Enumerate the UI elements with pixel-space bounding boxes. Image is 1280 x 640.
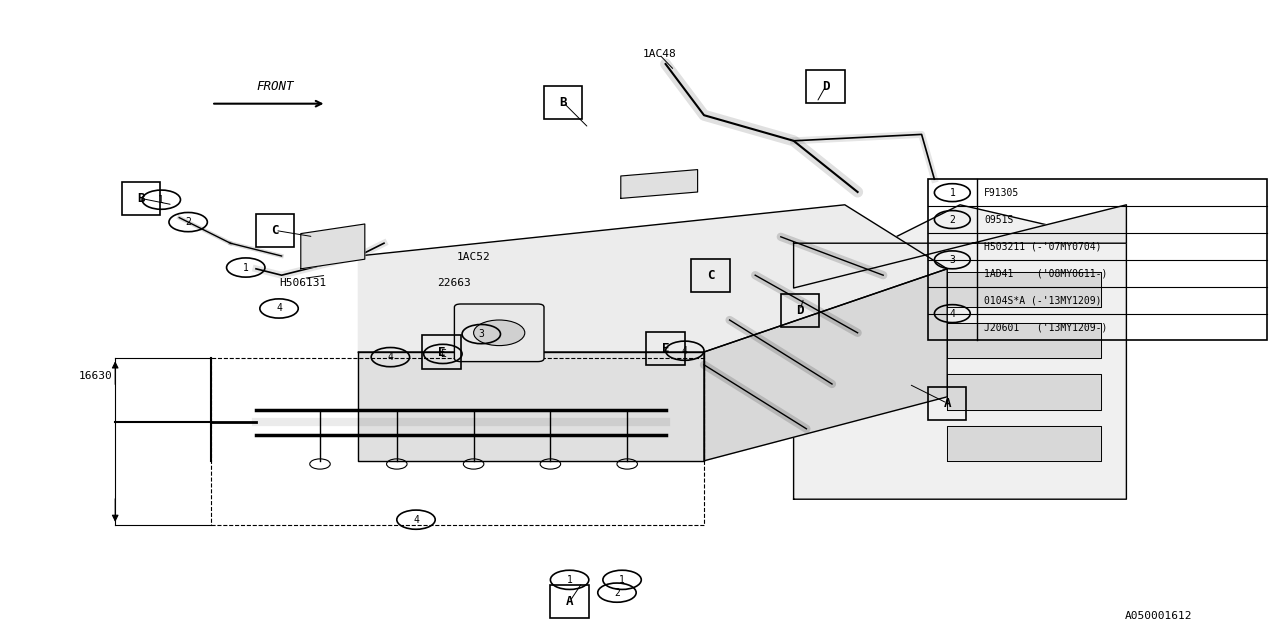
- Text: 1AD41    ('08MY0611-): 1AD41 ('08MY0611-): [984, 268, 1107, 278]
- Polygon shape: [947, 272, 1101, 307]
- Bar: [691, 259, 730, 292]
- Text: 4: 4: [413, 515, 419, 525]
- Text: A: A: [943, 397, 951, 410]
- Circle shape: [474, 320, 525, 346]
- Text: 1: 1: [159, 195, 164, 205]
- Text: 4: 4: [682, 346, 687, 356]
- Polygon shape: [704, 269, 947, 461]
- Text: 1AC52: 1AC52: [457, 252, 490, 262]
- Polygon shape: [794, 205, 1126, 288]
- Text: 0104S*A (-'13MY1209): 0104S*A (-'13MY1209): [984, 295, 1102, 305]
- Text: 4: 4: [276, 303, 282, 314]
- Bar: [781, 294, 819, 327]
- Text: 1AC48: 1AC48: [643, 49, 676, 60]
- Text: A: A: [566, 595, 573, 608]
- Text: B: B: [137, 192, 145, 205]
- Polygon shape: [358, 205, 947, 352]
- Text: 1: 1: [243, 262, 248, 273]
- Bar: [422, 335, 461, 369]
- Text: H503211 (-'07MY0704): H503211 (-'07MY0704): [984, 241, 1102, 252]
- Polygon shape: [358, 352, 704, 461]
- Text: 4: 4: [388, 352, 393, 362]
- Text: 16630: 16630: [79, 371, 113, 381]
- Text: 1: 1: [950, 188, 955, 198]
- Text: D: D: [796, 304, 804, 317]
- Text: A050001612: A050001612: [1125, 611, 1192, 621]
- Text: H506131: H506131: [280, 278, 326, 288]
- Text: E: E: [440, 349, 445, 359]
- Polygon shape: [947, 323, 1101, 358]
- Text: 4: 4: [950, 308, 955, 319]
- FancyBboxPatch shape: [454, 304, 544, 362]
- Bar: [928, 387, 966, 420]
- Text: D: D: [822, 80, 829, 93]
- Text: F91305: F91305: [984, 188, 1020, 198]
- Bar: [544, 86, 582, 119]
- Text: C: C: [271, 224, 279, 237]
- Text: B: B: [559, 96, 567, 109]
- Text: 1: 1: [567, 575, 572, 585]
- Bar: [928, 179, 1267, 340]
- Text: J20601   ('13MY1209-): J20601 ('13MY1209-): [984, 322, 1107, 332]
- Polygon shape: [947, 374, 1101, 410]
- Text: 3: 3: [950, 255, 955, 265]
- Bar: [256, 214, 294, 247]
- Bar: [550, 585, 589, 618]
- Bar: [806, 70, 845, 103]
- Polygon shape: [794, 205, 1126, 499]
- Text: E: E: [662, 342, 669, 355]
- Polygon shape: [621, 170, 698, 198]
- Text: E: E: [438, 346, 445, 358]
- Text: 22663: 22663: [438, 278, 471, 288]
- Polygon shape: [947, 426, 1101, 461]
- Text: 3: 3: [479, 329, 484, 339]
- Text: 1: 1: [620, 575, 625, 585]
- Bar: [122, 182, 160, 215]
- Bar: [646, 332, 685, 365]
- Text: 0951S: 0951S: [984, 214, 1014, 225]
- Text: 2: 2: [614, 588, 620, 598]
- Text: 2: 2: [186, 217, 191, 227]
- Polygon shape: [301, 224, 365, 269]
- Text: C: C: [707, 269, 714, 282]
- Text: 2: 2: [950, 214, 955, 225]
- Text: FRONT: FRONT: [256, 80, 294, 93]
